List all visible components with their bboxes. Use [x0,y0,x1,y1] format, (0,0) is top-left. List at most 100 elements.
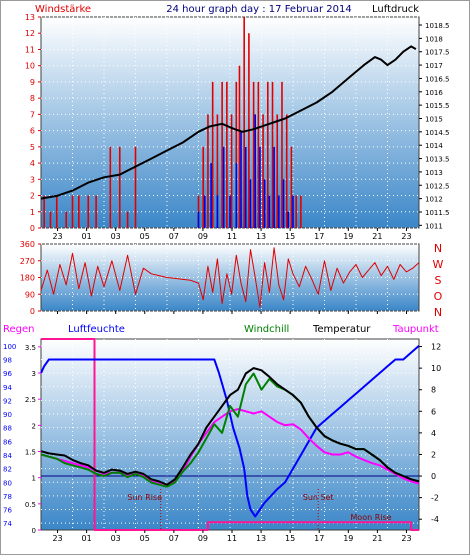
rain-tick-label: 0.5 [25,501,36,509]
humidity-line [40,345,420,518]
x-tick-label: 01 [82,232,92,241]
humidity-tick-label: 74 [3,520,12,528]
wind-pressure-panel: Windstärke 24 hour graph day : 17 Februa… [25,4,450,241]
pressure-tick-label: 1011.5 [425,209,450,217]
temperature-tick-label: 0 [431,472,436,481]
rain-tick-label: 3 [32,370,36,378]
direction-tick-label: 360 [20,240,35,249]
x-tick-label: 23 [401,232,411,241]
wind-tick-label: 2 [30,192,35,201]
pressure-tick-label: 1018.5 [425,22,450,30]
wind-tick-label: 5 [30,143,35,152]
compass-label: O [434,290,443,303]
pressure-tick-label: 1012 [425,196,443,204]
pressure-tick-label: 1016 [425,89,443,97]
pressure-tick-label: 1017 [425,62,443,70]
pressure-tick-label: 1017.5 [425,49,450,57]
rain-tick-label: 3.5 [25,344,36,352]
pressure-tick-label: 1018 [425,35,443,43]
humidity-tick-label: 78 [3,493,12,501]
wind-tick-label: 7 [30,110,35,119]
wind-tick-label: 3 [30,175,35,184]
pressure-tick-label: 1013 [425,169,443,177]
compass-label: N [434,306,442,319]
pressure-line [40,45,417,200]
direction-tick-label: 270 [20,257,35,266]
x-tick-label: 07 [169,534,179,543]
temperature-tick-label: 6 [431,407,436,416]
wind-tick-label: 6 [30,127,35,136]
humidity-tick-label: 92 [3,397,12,405]
wind-strength-label: Windstärke [35,4,91,15]
rain-label: Regen [3,324,35,335]
pressure-tick-label: 1012.5 [425,182,450,190]
x-tick-label: 21 [372,232,382,241]
temperature-tick-label: -2 [431,494,439,503]
x-tick-label: 23 [401,534,411,543]
direction-tick-label: 0 [30,307,35,316]
wind-direction-line [40,247,420,308]
direction-tick-label: 90 [25,290,35,299]
x-tick-label: 15 [285,232,295,241]
x-tick-label: 11 [227,232,237,241]
pressure-tick-label: 1015.5 [425,102,450,110]
x-tick-label: 17 [314,534,324,543]
pressure-tick-label: 1016.5 [425,75,450,83]
x-tick-label: 19 [343,534,353,543]
humidity-tick-label: 84 [3,452,12,460]
x-tick-label: 03 [111,232,121,241]
pressure-tick-label: 1014.5 [425,129,450,137]
humidity-tick-label: 88 [3,425,12,433]
rain-tick-label: 2.5 [25,396,36,404]
rain-tick-label: 2 [32,422,36,430]
wind-tick-label: 1 [30,208,35,217]
pressure-tick-label: 1014 [425,142,443,150]
humidity-tick-label: 98 [3,356,12,364]
humidity-tick-label: 100 [3,343,16,351]
wind-plot-axes: 01234567891011121310111011.510121012.510… [25,13,450,241]
temperature-plot-series [40,338,420,531]
temperature-panel: Regen Luftfeuchte Windchill Temperatur T… [3,324,441,543]
humidity-label: Luftfeuchte [68,324,125,335]
pressure-label: Luftdruck [372,4,419,15]
x-tick-label: 23 [52,534,62,543]
humidity-tick-label: 94 [3,384,12,392]
temperature-plot-axes: 7476788082848688909294969810000.511.522.… [3,343,441,543]
wind-tick-label: 9 [30,78,35,87]
temperature-label: Temperatur [312,324,371,335]
x-tick-label: 11 [227,534,237,543]
humidity-tick-label: 96 [3,370,12,378]
rain-line [41,338,419,531]
moonrise-annotation: Moon Rise [350,513,391,522]
chart-title: 24 hour graph day : 17 Februar 2014 [166,4,351,15]
wind-tick-label: 10 [25,62,35,71]
x-tick-label: 15 [285,534,295,543]
x-tick-label: 23 [52,232,62,241]
x-tick-label: 05 [140,534,150,543]
direction-plot-area [40,243,420,312]
temperature-tick-label: -4 [431,515,439,524]
x-tick-label: 13 [256,534,266,543]
rain-tick-label: 0 [32,527,36,535]
dewpoint-label: Taupunkt [392,324,439,335]
temperature-tick-label: 4 [431,429,436,438]
wind-tick-label: 11 [25,45,35,54]
x-tick-label: 01 [82,534,92,543]
rain-tick-label: 1 [32,475,36,483]
temperature-tick-label: 2 [431,450,436,459]
x-tick-label: 13 [256,232,266,241]
pressure-tick-label: 1015 [425,115,443,123]
humidity-tick-label: 76 [3,507,12,515]
humidity-tick-label: 90 [3,411,12,419]
x-tick-label: 21 [372,534,382,543]
temperature-line [40,367,420,486]
temperature-tick-label: 12 [431,343,441,352]
x-tick-label: 09 [198,534,208,543]
rain-tick-label: 1.5 [25,449,36,457]
x-tick-label: 19 [343,232,353,241]
compass-label: N [434,242,442,255]
wind-plot-area [40,16,420,229]
